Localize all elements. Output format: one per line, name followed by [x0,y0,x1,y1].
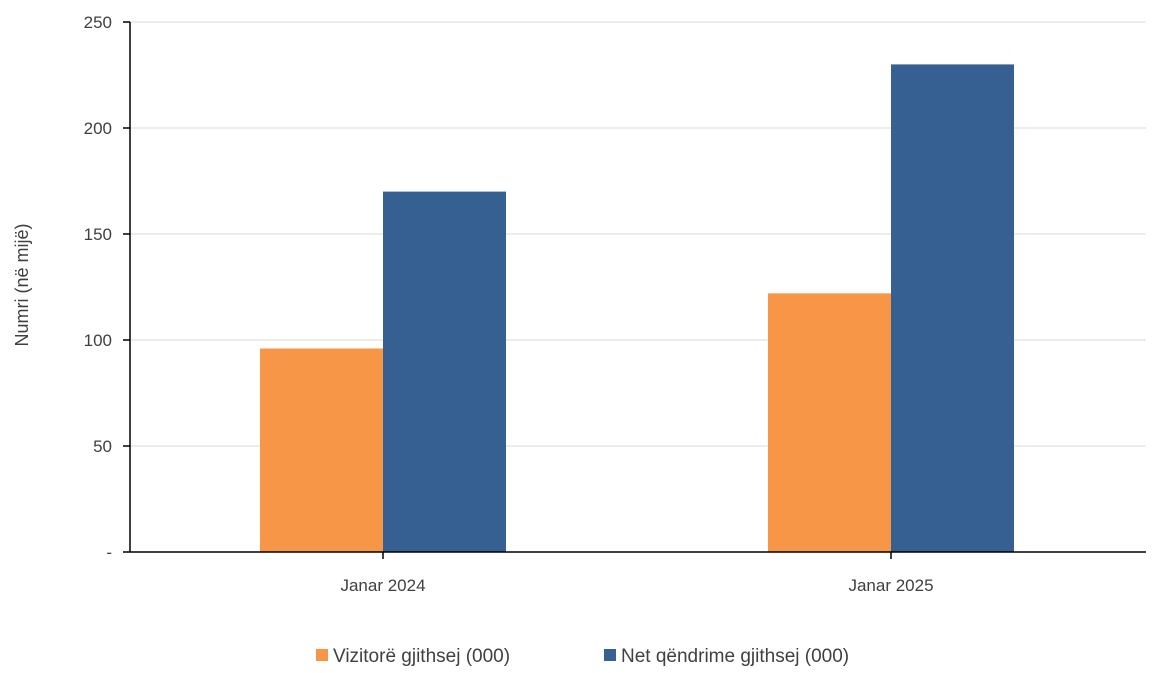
y-ticks: - 50 100 150 200 250 [84,13,130,562]
bar-net-qendrime-1 [383,191,506,552]
axes [129,22,1146,553]
y-tick-label: - [106,543,112,562]
legend-swatch-2 [604,649,616,661]
x-tick-label: Janar 2024 [340,576,425,595]
y-axis-label: Numri (në mijë) [12,223,32,346]
x-ticks: Janar 2024 Janar 2025 [340,552,934,595]
legend-label-2: Net qëndrime gjithsej (000) [621,646,849,667]
y-tick-label: 100 [84,331,112,350]
x-tick-label: Janar 2025 [848,576,933,595]
y-tick-label: 200 [84,119,112,138]
bars [260,64,1014,553]
legend-swatch-1 [316,649,328,661]
legend: Vizitorë gjithsej (000) Net qëndrime gjit… [316,646,849,667]
bar-vizitore-2 [768,293,891,552]
y-tick-label: 50 [93,437,112,456]
bar-net-qendrime-2 [891,64,1014,553]
bar-vizitore-1 [260,348,383,552]
legend-label-1: Vizitorë gjithsej (000) [333,646,510,667]
y-tick-label: 250 [84,13,112,32]
y-tick-label: 150 [84,225,112,244]
